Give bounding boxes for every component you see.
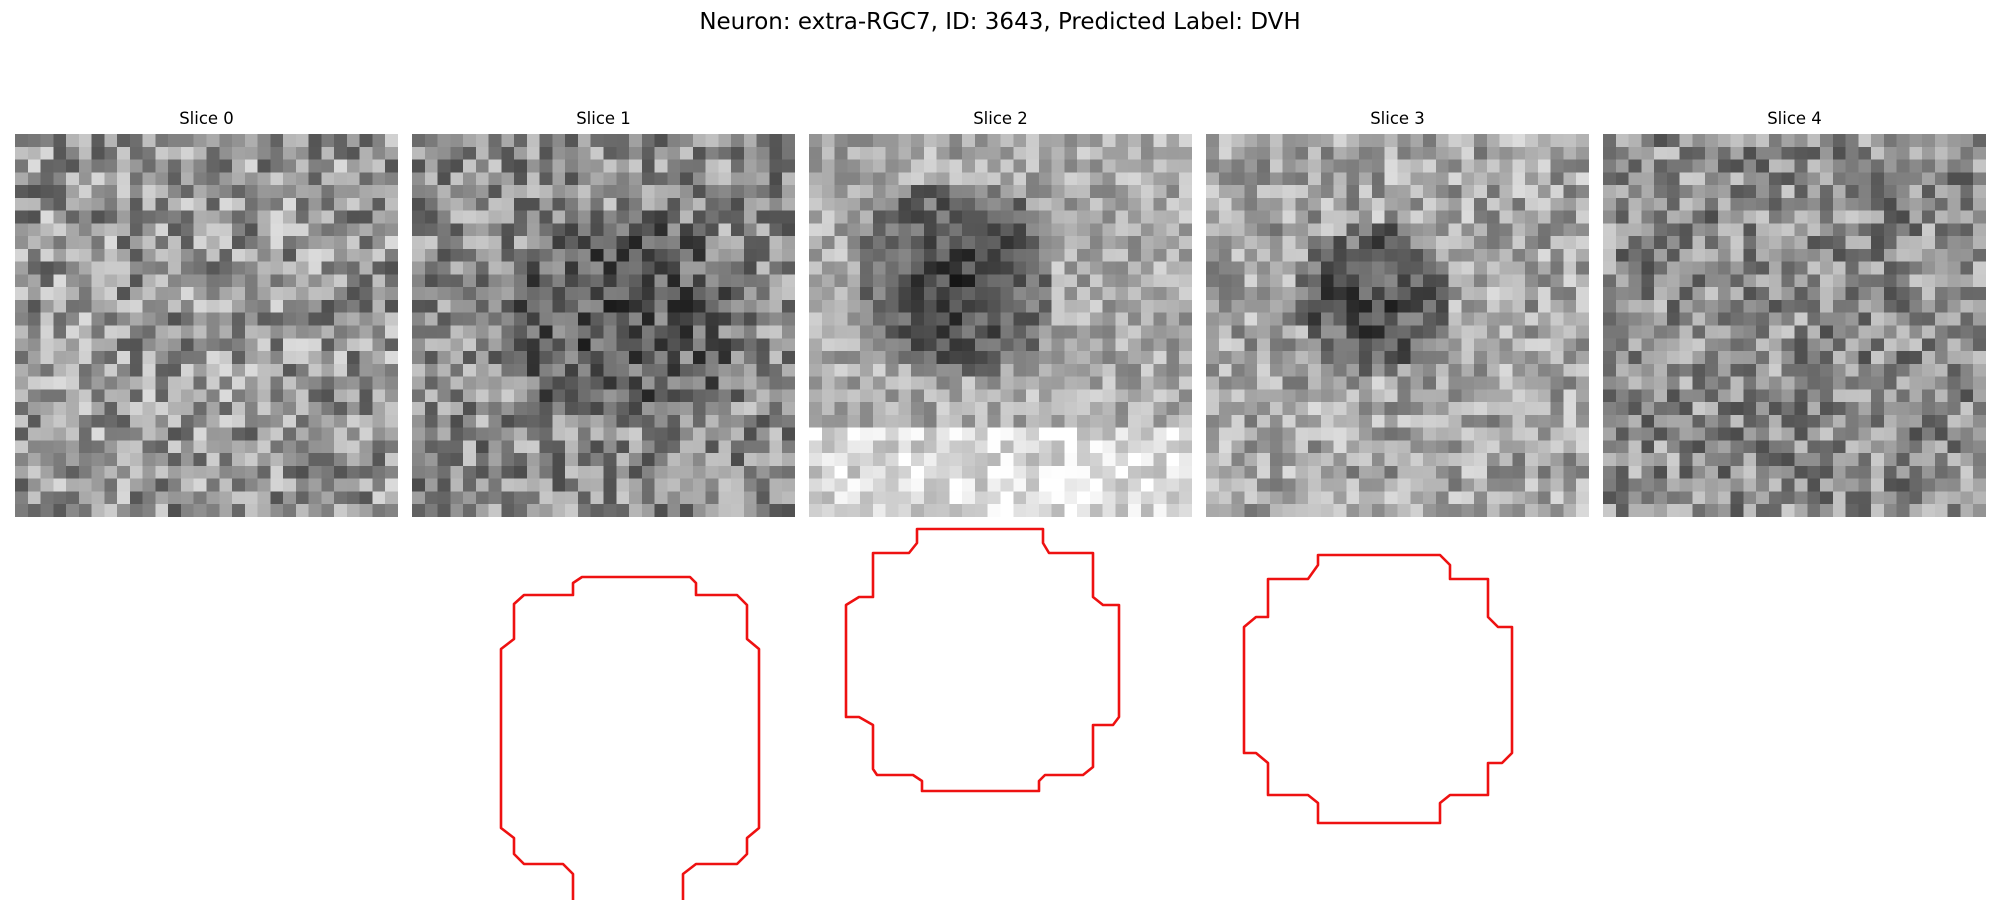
slice-image xyxy=(1206,134,1589,517)
slice-title: Slice 3 xyxy=(1370,109,1425,128)
roi-contour xyxy=(499,575,761,900)
slice-image xyxy=(15,134,398,517)
slice-panel-4: Slice 4 xyxy=(1603,108,1986,517)
slice-panel-1: Slice 1 xyxy=(412,108,795,904)
figure-title: Neuron: extra-RGC7, ID: 3643, Predicted … xyxy=(699,9,1301,35)
roi-contour xyxy=(844,527,1121,793)
slice-image xyxy=(809,134,1192,517)
slice-title: Slice 2 xyxy=(973,109,1028,128)
slice-panel-3: Slice 3 xyxy=(1206,108,1589,904)
slice-image xyxy=(412,134,795,517)
slice-image xyxy=(1603,134,1986,517)
slice-panel-2: Slice 2 xyxy=(809,108,1192,904)
slice-title: Slice 0 xyxy=(179,109,234,128)
slice-title: Slice 1 xyxy=(576,109,631,128)
roi-contour xyxy=(1242,553,1514,825)
slice-title: Slice 4 xyxy=(1767,109,1822,128)
slice-panel-0: Slice 0 xyxy=(15,108,398,517)
